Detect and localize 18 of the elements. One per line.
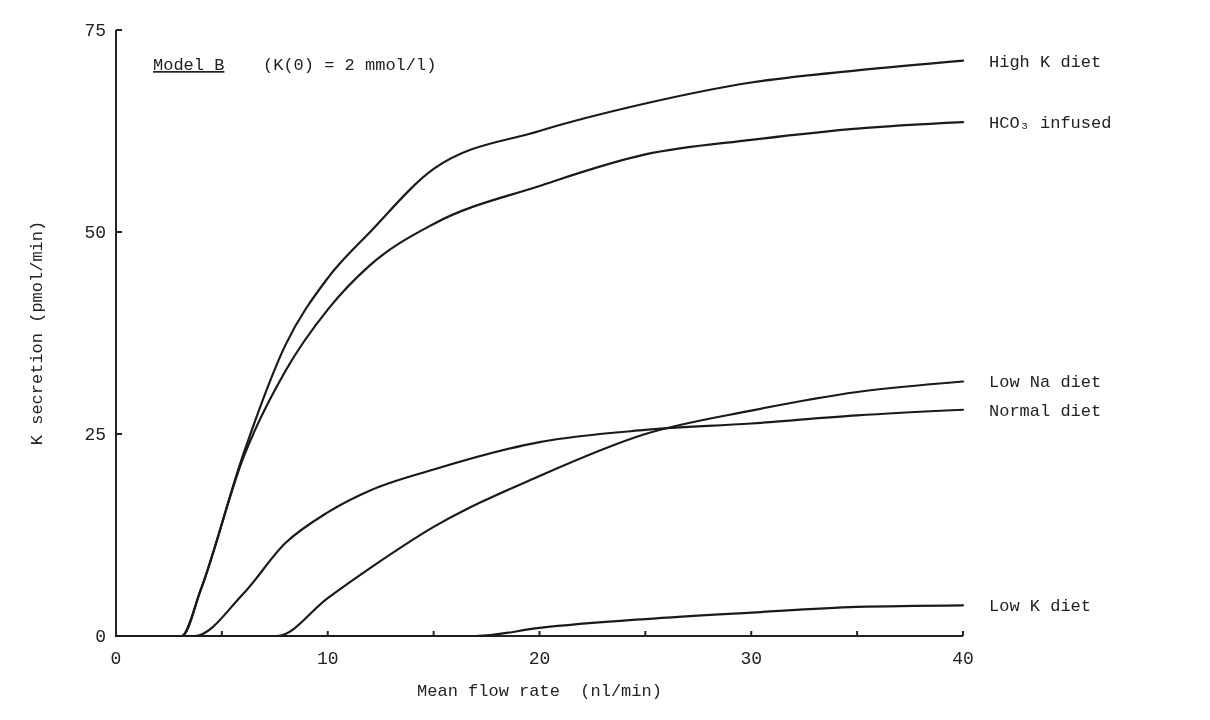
series-label: Low K diet <box>989 597 1092 617</box>
x-axis-title: Mean flow rate (nl/min) <box>417 682 662 701</box>
y-tick-label: 50 <box>84 223 106 243</box>
y-axis-title: K secretion (pmol/min) <box>28 220 47 446</box>
text: (K(0) = 2 mmol/l) <box>263 56 437 75</box>
series-label: High K diet <box>989 52 1102 72</box>
y-tick-label: 25 <box>84 425 106 445</box>
x-tick-label: 20 <box>528 649 551 669</box>
series-label: HCO₃ infused <box>989 114 1112 134</box>
x-tick-label: 0 <box>110 649 122 669</box>
x-tick-label: 40 <box>952 649 974 669</box>
x-tick-label: 10 <box>316 649 339 669</box>
y-tick-label: 75 <box>84 21 106 41</box>
text: Model B <box>153 56 225 75</box>
x-tick-label: 30 <box>740 649 763 669</box>
series-label: Low Na diet <box>989 373 1102 393</box>
y-tick-label: 0 <box>95 627 106 647</box>
series-label: Normal diet <box>989 401 1102 421</box>
